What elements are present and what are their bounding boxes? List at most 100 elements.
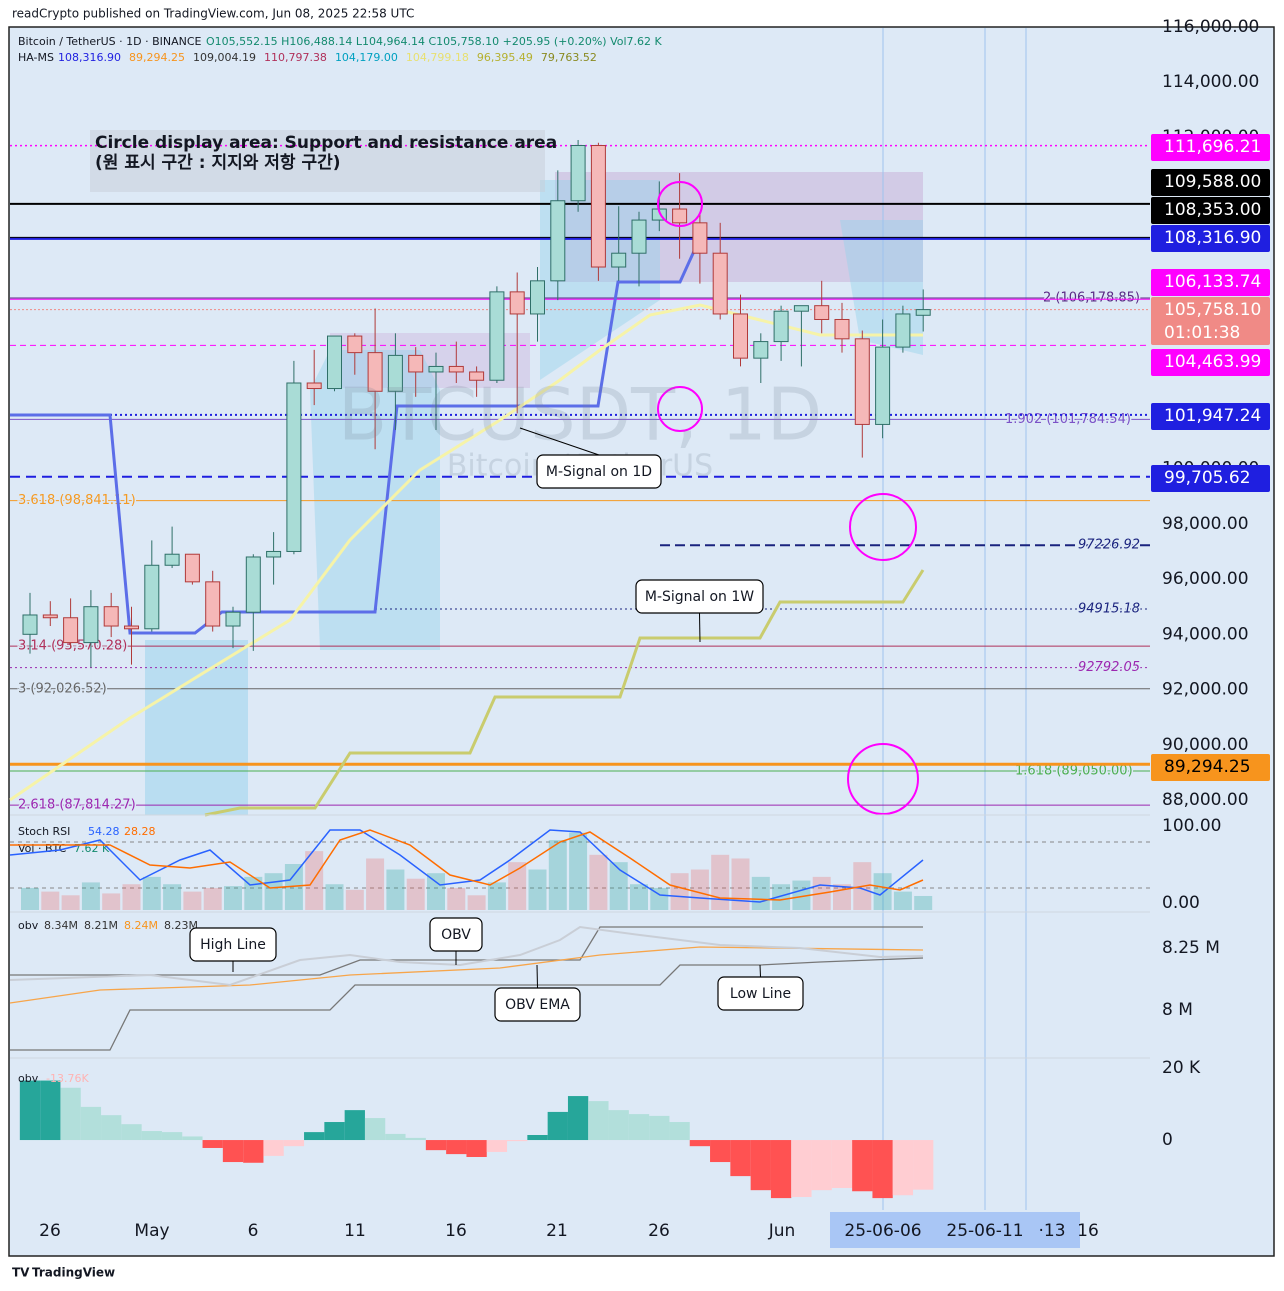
candle-body — [672, 208, 688, 224]
level-label: 1.618 (89,050.00) — [1015, 764, 1133, 779]
symbol: Bitcoin / TetherUS · 1D · BINANCE — [18, 35, 202, 48]
candle-body — [245, 556, 261, 613]
cloud — [310, 350, 440, 650]
volume-bar — [792, 880, 811, 910]
volume-bar — [528, 869, 547, 910]
y-tick-label: 96,000.00 — [1162, 569, 1249, 589]
volume-bar — [325, 884, 344, 910]
candle-body — [793, 305, 809, 312]
callout-box — [635, 579, 764, 614]
volume-bar — [81, 882, 100, 910]
price-tag-label: 101,947.24 — [1164, 406, 1261, 426]
callout-pointer — [519, 427, 600, 456]
level-label: 1.902 (101,784.54) — [1005, 412, 1131, 427]
candle-body — [550, 200, 566, 282]
candle-body — [631, 219, 647, 254]
volume-bar — [731, 858, 750, 910]
obv-hist-bar — [608, 1110, 629, 1141]
candle-body — [895, 313, 911, 348]
obv-hist-bar — [60, 1087, 81, 1141]
volume-bar — [183, 891, 202, 910]
price-tag-label: 89,294.25 — [1164, 757, 1251, 777]
ohlc: O105,552.15 H106,488.14 L104,964.14 C105… — [206, 35, 663, 48]
obv-hist-bar — [283, 1140, 305, 1147]
stoch-tick: 0.00 — [1162, 893, 1200, 913]
volume-bar — [467, 895, 486, 910]
y-tick-label: 98,000.00 — [1162, 514, 1249, 534]
candle-body — [733, 313, 748, 359]
obv-value: 8.21M — [84, 919, 118, 932]
volume-bar — [41, 891, 60, 910]
obv-hist-bar — [567, 1096, 589, 1141]
hams-value: 96,395.49 — [477, 51, 533, 64]
candle-body — [144, 564, 160, 630]
candle-body — [773, 310, 789, 343]
obv-hist-bar — [913, 1140, 934, 1190]
candle-body — [915, 309, 931, 316]
price-tag — [1151, 269, 1270, 296]
price-tag-label: 104,463.99 — [1164, 352, 1261, 372]
candle-body — [306, 382, 322, 390]
x-tick-label: 11 — [344, 1221, 366, 1241]
obv-hist-bar — [40, 1080, 61, 1141]
volume-bar — [102, 893, 121, 910]
volume-bar — [264, 873, 283, 910]
candle-body — [103, 606, 119, 627]
circle — [657, 181, 703, 227]
cloud — [145, 640, 248, 815]
callout-box — [717, 976, 804, 1011]
volume-bar — [893, 891, 912, 910]
candle-body — [875, 346, 891, 425]
callout-text: OBV EMA — [505, 997, 570, 1013]
callout-pointer — [759, 964, 761, 978]
obv-value: 8.34M — [44, 919, 78, 932]
volume-bar — [345, 889, 364, 910]
candle-body — [286, 382, 302, 552]
volume-bar — [873, 873, 892, 910]
y-tick-label: 116,000.00 — [1162, 17, 1259, 37]
volume-bar — [650, 887, 669, 910]
hams-value: 104,179.00 — [335, 51, 398, 64]
callout-box — [429, 917, 483, 952]
candle-body — [854, 338, 870, 425]
callout-text: Low Line — [730, 986, 791, 1002]
candle-body — [83, 606, 99, 644]
stoch-d: 28.28 — [124, 825, 156, 838]
volume-bar — [690, 869, 709, 910]
obv-hist-bar — [141, 1131, 162, 1141]
volume-bar — [163, 884, 182, 910]
x-tick-label: 21 — [546, 1221, 568, 1241]
hams-value: 110,797.38 — [264, 51, 327, 64]
callout-text: OBV — [441, 927, 471, 943]
price-tag — [1151, 465, 1270, 492]
callout-text: M-Signal on 1W — [645, 589, 754, 605]
stoch-label: Stoch RSI — [18, 825, 70, 838]
hams-value: 89,294.25 — [129, 51, 185, 64]
candle-body — [347, 335, 363, 354]
candle-body — [327, 335, 342, 390]
candle-body — [225, 611, 241, 627]
candle-body — [205, 581, 221, 627]
volume-bar — [487, 882, 506, 910]
volume-bar — [447, 887, 466, 910]
obv-hist-bar — [80, 1106, 102, 1141]
obv-hist-bar — [527, 1135, 548, 1141]
x-tick-label: 25-06-06 — [844, 1221, 921, 1241]
candle-body — [530, 280, 545, 315]
obv-ema — [9, 946, 924, 1004]
stoch-tick: 100.00 — [1162, 816, 1221, 836]
obv-hist-bar — [121, 1124, 142, 1141]
callout-text: High Line — [200, 937, 266, 953]
obv-hist-bar — [852, 1140, 873, 1192]
obv-hist-bar — [507, 1140, 528, 1142]
price-tag — [1151, 134, 1270, 161]
callout-box — [494, 987, 581, 1022]
callout-text: M-Signal on 1D — [546, 464, 652, 480]
volume-bar — [122, 884, 141, 910]
obv-hist-bar — [101, 1115, 122, 1141]
note-subtitle: (원 표시 구간 : 지지와 저항 구간) — [95, 152, 341, 173]
obv-tick: 8.25 M — [1162, 938, 1220, 958]
hams-value: 109,004.19 — [193, 51, 256, 64]
watermark: BTCUSDT, 1D — [338, 373, 822, 457]
volume-bar — [244, 876, 263, 910]
